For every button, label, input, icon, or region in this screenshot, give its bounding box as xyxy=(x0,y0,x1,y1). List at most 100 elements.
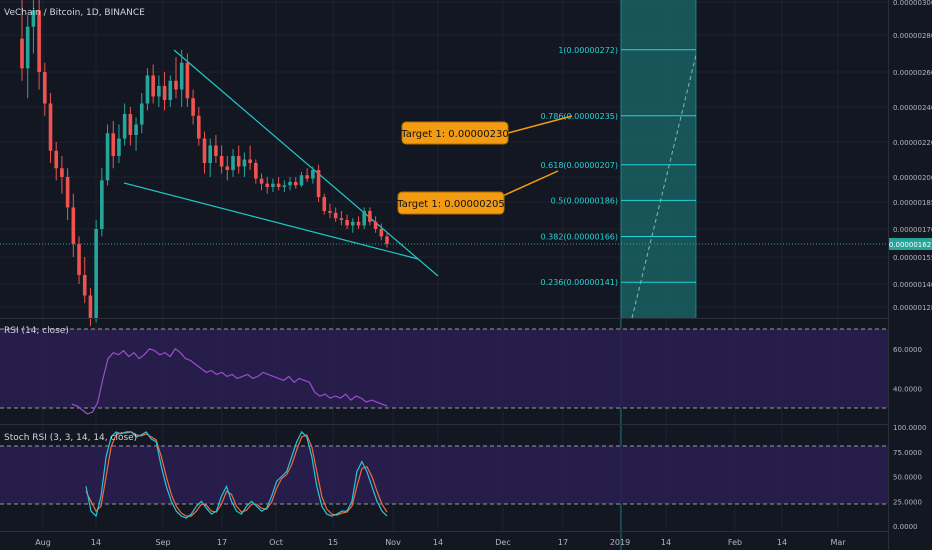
fib-level-label: 0.786(0.00000235) xyxy=(541,112,619,121)
fib-level-label: 0.236(0.00000141) xyxy=(541,278,619,287)
candle-body xyxy=(54,150,59,169)
candle-body xyxy=(25,26,30,69)
symbol-title[interactable]: VeChain / Bitcoin, 1D, BINANCE xyxy=(4,8,145,18)
time-tick-label: 2019 xyxy=(610,538,630,547)
last-price-label: 0.00000162 xyxy=(889,241,931,249)
candle-body xyxy=(339,218,344,220)
candle-body xyxy=(208,145,213,163)
candle-body xyxy=(305,175,309,179)
candle-body xyxy=(276,183,281,187)
fib-time-zone xyxy=(621,0,696,318)
candle-body xyxy=(179,62,184,90)
rsi-axis-labels: 60.0000 40.0000 xyxy=(893,346,922,394)
price-axis[interactable] xyxy=(888,0,932,550)
time-tick-label: 14 xyxy=(661,538,671,547)
candle-body xyxy=(322,197,327,211)
stoch-tick-label: 75.0000 xyxy=(893,449,922,457)
candles xyxy=(20,0,389,327)
time-axis[interactable]: Aug 14 Sep 17 Oct 15 Nov 14 Dec 17 2019 14 Feb 14 Mar xyxy=(35,538,846,547)
candle-body xyxy=(236,156,241,167)
candle-body xyxy=(196,115,201,139)
candle-body xyxy=(162,86,167,100)
price-tick-label: 0.00000155 xyxy=(893,254,932,262)
stoch-rsi-title[interactable]: Stoch RSI (3, 3, 14, 14, close) xyxy=(4,433,137,443)
time-tick-label: 15 xyxy=(328,538,338,547)
time-tick-label: 17 xyxy=(558,538,568,547)
fibonacci-levels: 1(0.00000272) 0.786(0.00000235) 0.618(0.00… xyxy=(541,46,696,287)
price-tick-label: 0.00000260 xyxy=(893,69,932,77)
candle-body xyxy=(328,211,332,213)
candle-body xyxy=(225,166,230,170)
price-tick-label: 0.00000128 xyxy=(893,304,932,312)
callout-target-205[interactable]: Target 1: 0.00000205 xyxy=(396,170,559,215)
price-tick-label: 0.00000140 xyxy=(893,281,932,289)
candle-body xyxy=(37,10,41,72)
candle-body xyxy=(65,177,70,208)
candle-body xyxy=(100,180,104,229)
time-tick-label: Feb xyxy=(728,538,742,547)
stoch-k-line xyxy=(85,430,388,519)
candle-body xyxy=(43,72,47,104)
candle-body xyxy=(122,114,127,139)
time-tick-label: 14 xyxy=(777,538,787,547)
candle-body xyxy=(191,98,195,116)
stoch-tick-label: 100.0000 xyxy=(893,424,926,432)
price-tick-label: 0.00000300 xyxy=(893,0,932,7)
candle-body xyxy=(248,159,252,163)
candle-body xyxy=(350,221,355,226)
candle-body xyxy=(139,103,144,125)
candle-body xyxy=(385,236,389,244)
stoch-tick-label: 50.0000 xyxy=(893,474,922,482)
candle-body xyxy=(105,133,110,181)
stoch-tick-label: 0.0000 xyxy=(893,523,918,531)
lower-trendline[interactable] xyxy=(123,182,419,260)
candle-body xyxy=(168,80,173,100)
upper-trendline[interactable] xyxy=(173,49,439,277)
time-tick-label: Dec xyxy=(495,538,510,547)
fib-trend-diagonal xyxy=(631,54,697,319)
candle-body xyxy=(288,182,292,186)
candle-body xyxy=(185,62,190,99)
candle-body xyxy=(111,133,116,156)
candle-body xyxy=(88,295,93,319)
candle-body xyxy=(282,185,287,187)
price-tick-label: 0.00000280 xyxy=(893,32,932,40)
time-tick-label: 17 xyxy=(217,538,227,547)
candle-body xyxy=(202,138,207,163)
time-tick-label: 14 xyxy=(433,538,443,547)
price-tick-label: 0.00000185 xyxy=(893,199,932,207)
candle-body xyxy=(316,170,321,197)
candle-body xyxy=(356,221,361,226)
candle-body xyxy=(157,86,161,97)
callout-text: Target 1: 0.00000230 xyxy=(400,129,508,140)
price-tick-label: 0.00000200 xyxy=(893,174,932,182)
candle-body xyxy=(219,156,224,167)
rsi-title[interactable]: RSI (14, close) xyxy=(4,326,69,336)
price-tick-label: 0.00000240 xyxy=(893,104,932,112)
candle-body xyxy=(254,163,258,179)
fib-level-label: 1(0.00000272) xyxy=(558,46,618,55)
candle-body xyxy=(134,124,138,135)
fib-level-label: 0.382(0.00000166) xyxy=(541,232,619,241)
fib-level-label: 0.5(0.00000186) xyxy=(551,196,618,205)
rsi-tick-label: 40.0000 xyxy=(893,385,922,393)
candle-body xyxy=(48,103,53,151)
rsi-tick-label: 60.0000 xyxy=(893,346,922,354)
candle-body xyxy=(293,182,298,186)
last-price-badge xyxy=(889,238,932,250)
candle-body xyxy=(345,220,349,226)
candle-body xyxy=(242,159,247,167)
candle-body xyxy=(174,80,178,90)
stoch-d-line xyxy=(85,431,388,517)
callout-target-230[interactable]: Target 1: 0.00000230 xyxy=(400,115,573,145)
candle-body xyxy=(117,138,121,156)
candle-body xyxy=(151,75,155,97)
candle-body xyxy=(20,38,24,69)
candle-body xyxy=(128,114,133,135)
price-tick-label: 0.00000220 xyxy=(893,139,932,147)
candle-body xyxy=(373,221,378,229)
candle-body xyxy=(265,183,270,187)
candle-body xyxy=(31,10,36,27)
time-tick-label: Sep xyxy=(155,538,170,547)
